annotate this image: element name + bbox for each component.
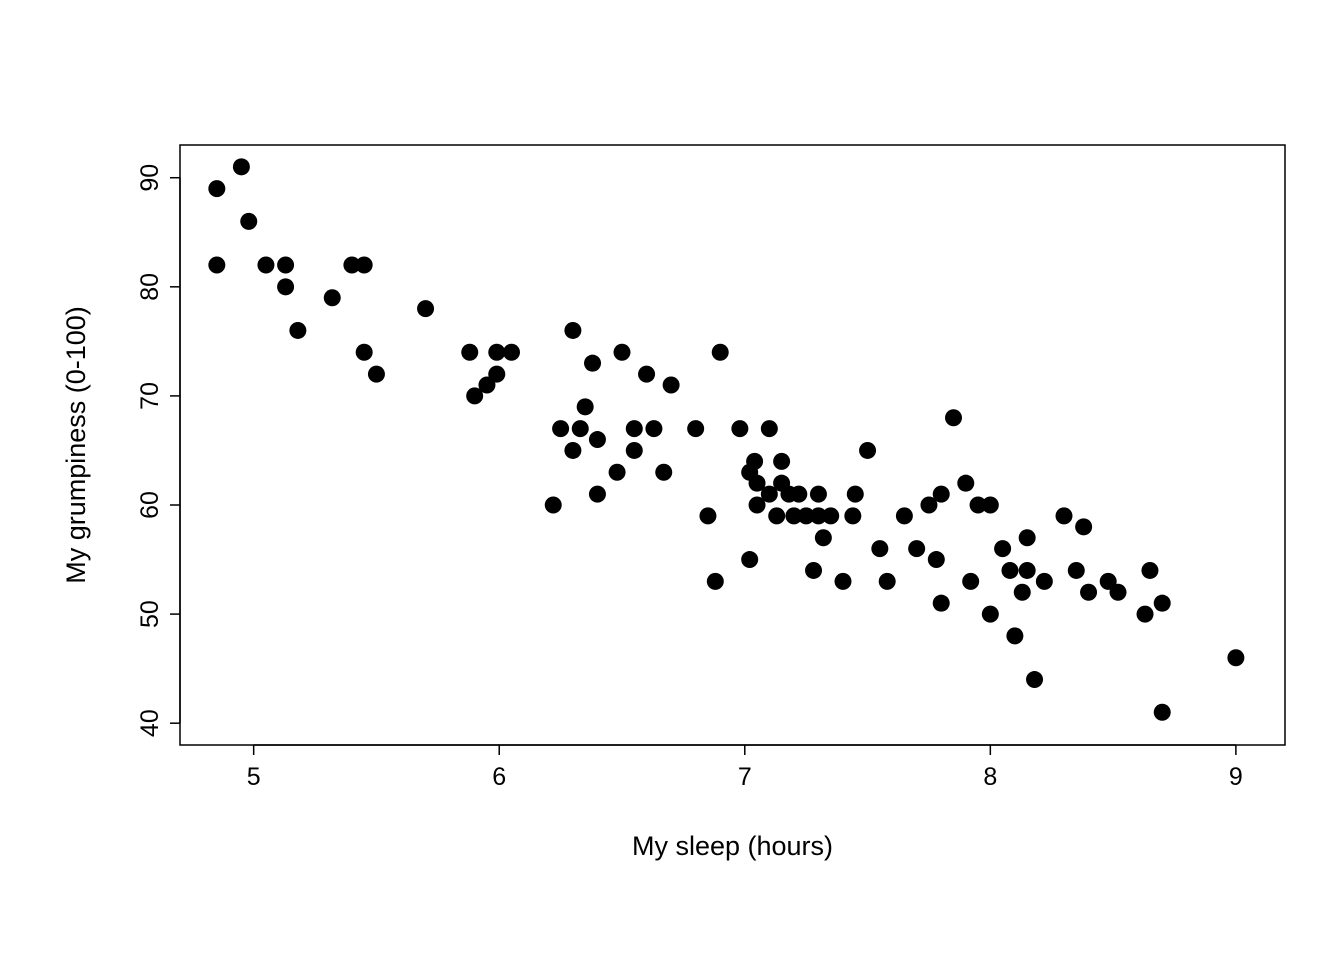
data-point xyxy=(417,300,434,317)
data-point xyxy=(933,486,950,503)
x-tick-label: 6 xyxy=(492,763,506,791)
data-point xyxy=(572,420,589,437)
data-point xyxy=(368,366,385,383)
data-point xyxy=(844,507,861,524)
data-point xyxy=(1110,584,1127,601)
data-point xyxy=(994,540,1011,557)
data-point xyxy=(805,562,822,579)
data-point xyxy=(879,573,896,590)
data-point xyxy=(896,507,913,524)
data-point xyxy=(731,420,748,437)
data-point xyxy=(552,420,569,437)
data-point xyxy=(908,540,925,557)
data-point xyxy=(257,257,274,274)
data-point xyxy=(1154,595,1171,612)
data-point xyxy=(962,573,979,590)
y-tick-label: 40 xyxy=(136,709,164,737)
data-point xyxy=(1019,529,1036,546)
y-tick-label: 60 xyxy=(136,491,164,519)
data-point xyxy=(488,344,505,361)
data-point xyxy=(1137,606,1154,623)
data-point xyxy=(461,344,478,361)
data-point xyxy=(233,158,250,175)
data-point xyxy=(790,486,807,503)
data-point xyxy=(626,442,643,459)
data-point xyxy=(871,540,888,557)
data-point xyxy=(663,377,680,394)
data-point xyxy=(982,497,999,514)
data-point xyxy=(655,464,672,481)
data-point xyxy=(768,507,785,524)
data-point xyxy=(1019,562,1036,579)
data-point xyxy=(1026,671,1043,688)
data-point xyxy=(957,475,974,492)
data-point xyxy=(773,453,790,470)
data-point xyxy=(1014,584,1031,601)
data-point xyxy=(1227,649,1244,666)
data-point xyxy=(699,507,716,524)
data-point xyxy=(847,486,864,503)
data-point xyxy=(1154,704,1171,721)
data-point xyxy=(707,573,724,590)
data-point xyxy=(1068,562,1085,579)
data-point xyxy=(1080,584,1097,601)
data-point xyxy=(810,486,827,503)
data-point xyxy=(822,507,839,524)
data-point xyxy=(545,497,562,514)
data-point xyxy=(614,344,631,361)
data-point xyxy=(1056,507,1073,524)
y-tick-label: 80 xyxy=(136,273,164,301)
data-point xyxy=(589,431,606,448)
data-point xyxy=(741,551,758,568)
x-tick-label: 5 xyxy=(247,763,261,791)
data-point xyxy=(645,420,662,437)
data-point xyxy=(488,366,505,383)
data-point xyxy=(1036,573,1053,590)
data-point xyxy=(982,606,999,623)
data-point xyxy=(577,398,594,415)
data-point xyxy=(277,278,294,295)
x-tick-label: 8 xyxy=(983,763,997,791)
data-point xyxy=(609,464,626,481)
x-axis-label: My sleep (hours) xyxy=(632,831,833,861)
data-point xyxy=(1006,627,1023,644)
data-point xyxy=(835,573,852,590)
data-point xyxy=(933,595,950,612)
data-point xyxy=(503,344,520,361)
data-point xyxy=(356,257,373,274)
data-point xyxy=(564,322,581,339)
data-point xyxy=(626,420,643,437)
data-point xyxy=(945,409,962,426)
data-point xyxy=(815,529,832,546)
x-tick-label: 7 xyxy=(738,763,752,791)
data-point xyxy=(687,420,704,437)
y-axis-label: My grumpiness (0-100) xyxy=(61,306,91,584)
data-point xyxy=(584,355,601,372)
data-point xyxy=(277,257,294,274)
y-tick-label: 70 xyxy=(136,382,164,410)
x-tick-label: 9 xyxy=(1229,763,1243,791)
data-point xyxy=(208,257,225,274)
data-point xyxy=(564,442,581,459)
chart-svg: 5 6 7 8 9 My sleep (hours) 40 50 60 70 80 90 My grum… xyxy=(0,0,1344,960)
data-point xyxy=(928,551,945,568)
scatter-chart: 5 6 7 8 9 My sleep (hours) 40 50 60 70 80 90 My grum… xyxy=(0,0,1344,960)
data-point xyxy=(324,289,341,306)
data-point xyxy=(208,180,225,197)
data-point xyxy=(356,344,373,361)
y-tick-label: 50 xyxy=(136,600,164,628)
data-point xyxy=(1141,562,1158,579)
data-point xyxy=(289,322,306,339)
data-point xyxy=(746,453,763,470)
data-point xyxy=(638,366,655,383)
data-point xyxy=(1075,518,1092,535)
data-point xyxy=(712,344,729,361)
data-point xyxy=(589,486,606,503)
data-point xyxy=(859,442,876,459)
data-point xyxy=(1001,562,1018,579)
data-point xyxy=(240,213,257,230)
data-point xyxy=(761,420,778,437)
y-tick-label: 90 xyxy=(136,164,164,192)
